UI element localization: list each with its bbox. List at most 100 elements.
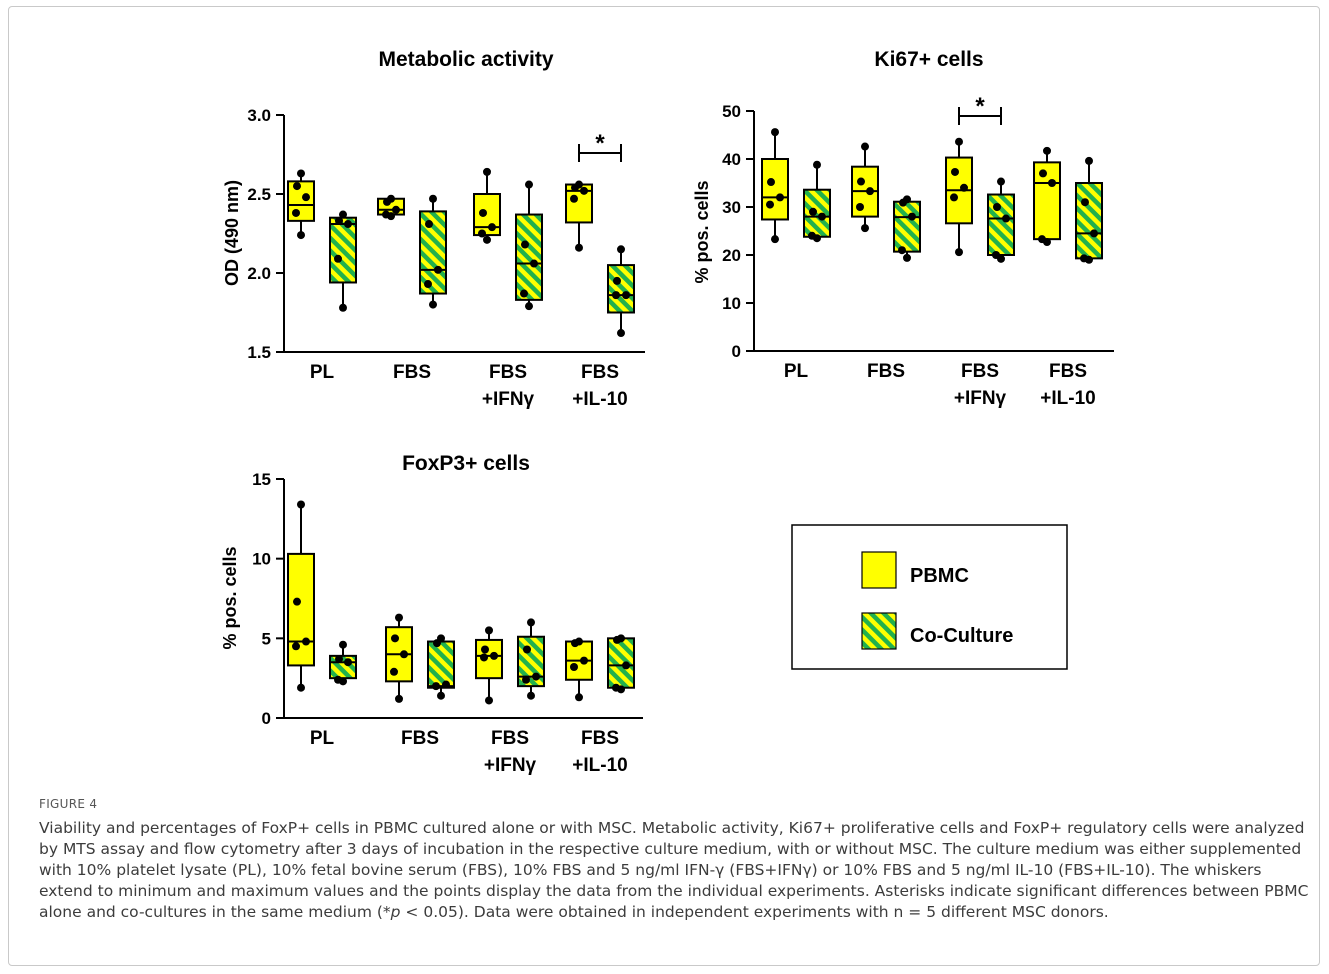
data-point xyxy=(429,300,437,309)
box-body xyxy=(1033,161,1061,241)
box-body xyxy=(287,180,315,222)
data-point xyxy=(395,613,403,622)
data-point xyxy=(297,169,305,178)
data-point xyxy=(571,183,579,192)
x-tick-label: FBS xyxy=(867,361,905,382)
box-coculture xyxy=(607,634,635,694)
data-point xyxy=(522,675,530,684)
data-point xyxy=(400,650,408,659)
data-point xyxy=(866,187,874,196)
y-tick-label: 15 xyxy=(252,470,271,489)
chart-title: FoxP3+ cells xyxy=(402,452,530,475)
box-body xyxy=(987,193,1015,257)
data-point xyxy=(997,177,1005,186)
box-coculture xyxy=(329,640,357,686)
data-point xyxy=(530,259,538,268)
box-coculture xyxy=(987,177,1015,263)
data-point xyxy=(617,685,625,694)
box-body xyxy=(761,158,789,221)
data-point xyxy=(520,289,528,298)
data-point xyxy=(391,634,399,643)
box-pbmc xyxy=(565,637,593,702)
data-point xyxy=(1048,179,1056,187)
x-tick-label: FBS xyxy=(491,728,529,749)
data-point xyxy=(429,194,437,203)
data-point xyxy=(908,212,916,221)
x-tick-label: +IFNγ xyxy=(954,388,1007,409)
data-point xyxy=(570,194,578,203)
chart-panel-3: FoxP3+ cells % pos. cells 0 5 10 15 PL FBS FBS +I… xyxy=(220,452,643,776)
y-tick-label: 2.0 xyxy=(247,264,271,283)
data-point xyxy=(622,661,630,670)
data-point xyxy=(613,276,621,285)
box-pbmc xyxy=(851,142,879,233)
x-tick-label: FBS xyxy=(1049,361,1087,382)
data-point xyxy=(622,291,630,300)
box-pbmc xyxy=(287,169,315,240)
data-point xyxy=(1039,169,1047,178)
chart-panel-1: Metabolic activity OD (490 nm) 1.5 2.0 2.5 3.… xyxy=(222,48,645,410)
data-point xyxy=(997,254,1005,263)
box-body xyxy=(419,210,447,295)
x-tick-label: FBS xyxy=(393,362,431,383)
box-coculture xyxy=(607,245,635,338)
y-tick-label: 3.0 xyxy=(247,106,271,125)
data-point xyxy=(776,193,784,202)
data-point xyxy=(293,597,301,606)
data-point xyxy=(861,142,869,151)
chart-title: Metabolic activity xyxy=(378,48,553,71)
data-point xyxy=(580,656,588,665)
data-point xyxy=(570,663,578,672)
significance-marker: * xyxy=(578,130,622,162)
data-point xyxy=(488,223,496,232)
box-pbmc xyxy=(1033,146,1061,247)
data-point xyxy=(433,639,441,648)
legend-swatch-coculture xyxy=(861,612,897,650)
data-point xyxy=(1002,214,1010,223)
x-tick-label: FBS xyxy=(961,361,999,382)
figure-label: FIGURE 4 xyxy=(39,797,98,811)
box-body xyxy=(607,637,635,689)
x-tick-label: +IL-10 xyxy=(572,389,627,410)
box-body xyxy=(287,552,315,667)
legend-label-pbmc: PBMC xyxy=(910,565,969,587)
y-tick-label: 2.5 xyxy=(247,185,271,204)
caption-p-symbol: p xyxy=(390,903,401,921)
data-point xyxy=(479,208,487,217)
box-pbmc xyxy=(473,167,501,244)
data-point xyxy=(856,203,864,211)
data-point xyxy=(292,208,300,217)
box-pbmc xyxy=(287,500,315,692)
x-tick-label: +IL-10 xyxy=(1040,388,1095,409)
data-point xyxy=(485,626,493,635)
data-point xyxy=(1090,229,1098,238)
data-point xyxy=(1043,146,1051,155)
data-point xyxy=(767,178,775,187)
data-point xyxy=(293,182,301,191)
box-pbmc xyxy=(377,194,405,221)
box-body xyxy=(427,640,455,689)
significance-marker: * xyxy=(958,93,1002,125)
box-body xyxy=(475,638,503,680)
data-point xyxy=(521,240,529,249)
x-tick-label: PL xyxy=(310,362,335,383)
data-point xyxy=(297,231,305,240)
legend-frame xyxy=(791,524,1068,670)
y-axis-label: % pos. cells xyxy=(692,180,712,283)
significance-asterisk: * xyxy=(975,93,985,120)
data-point xyxy=(432,682,440,691)
data-point xyxy=(383,197,391,206)
figure-frame xyxy=(8,6,1320,966)
box-body xyxy=(515,213,543,301)
data-point xyxy=(334,254,342,263)
box-body xyxy=(607,264,635,314)
data-point xyxy=(771,128,779,137)
box-pbmc xyxy=(475,626,503,705)
x-tick-label: FBS xyxy=(581,362,619,383)
data-point xyxy=(1085,156,1093,165)
data-point xyxy=(861,224,869,233)
data-point xyxy=(955,248,963,257)
data-point xyxy=(612,291,620,300)
x-tick-label: PL xyxy=(310,728,335,749)
